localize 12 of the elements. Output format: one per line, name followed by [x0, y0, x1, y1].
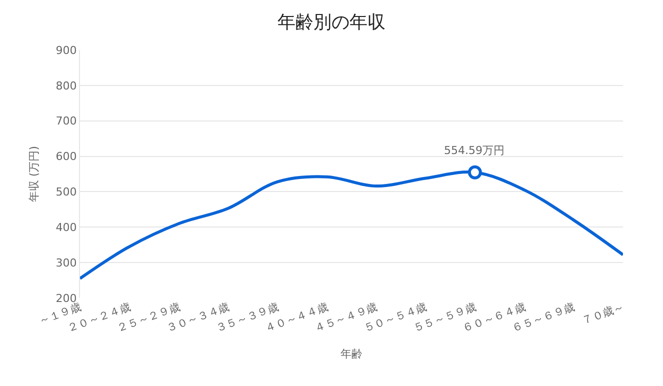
x-tick-label: ７０歳～ [580, 300, 626, 328]
y-tick-label: 400 [56, 220, 77, 234]
y-tick-label: 300 [56, 256, 77, 270]
y-axis-title: 年収 (万円) [27, 146, 40, 202]
annotation: 554.59万円 [444, 144, 504, 157]
y-tick-label: 800 [56, 79, 77, 92]
x-axis-title: 年齢 [340, 347, 362, 360]
y-tick-label: 900 [56, 44, 77, 57]
chart-title: 年齢別の年収 [278, 12, 386, 34]
y-tick-label: 500 [56, 186, 77, 199]
y-tick-label: 700 [56, 114, 77, 128]
y-tick-label: 600 [56, 150, 77, 164]
